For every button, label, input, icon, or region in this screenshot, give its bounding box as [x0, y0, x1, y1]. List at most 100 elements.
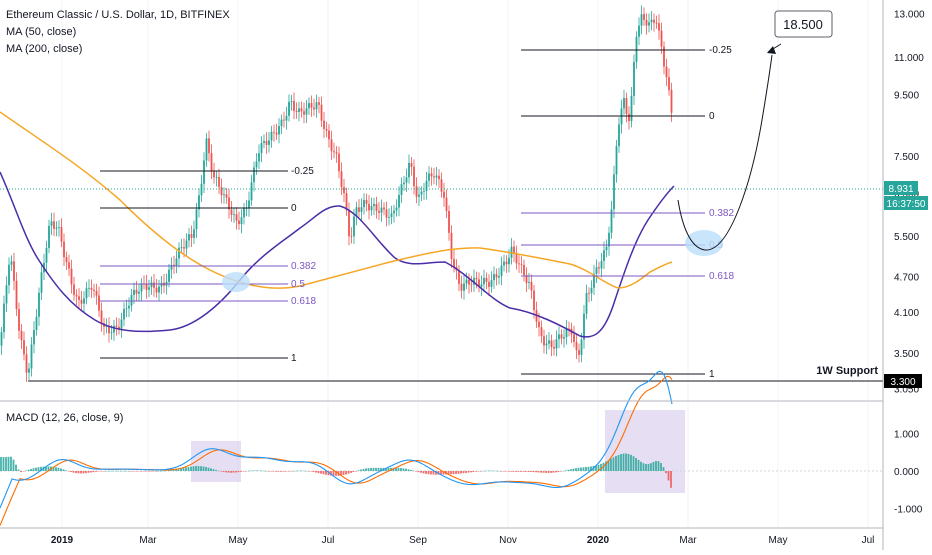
candle-body: [375, 204, 378, 211]
macd-histogram-bar: [525, 471, 527, 472]
macd-histogram-bar: [295, 470, 297, 472]
candle-body: [288, 101, 290, 116]
candle-body: [340, 171, 343, 188]
candle-body: [18, 309, 20, 331]
candle-body: [490, 280, 493, 287]
candle-body: [530, 281, 533, 291]
candle-body: [320, 104, 323, 121]
macd-histogram-bar: [505, 471, 507, 472]
ma50-line: [0, 171, 675, 338]
macd-histogram-bar: [132, 471, 135, 472]
candle-body: [210, 153, 213, 171]
candle-body: [123, 308, 125, 320]
macd-histogram-bar: [375, 467, 377, 471]
candle-body: [25, 354, 28, 373]
macd-histogram-bar: [555, 471, 557, 473]
macd-histogram-bar: [575, 468, 577, 471]
support-badge: [884, 374, 922, 388]
candle-body: [395, 207, 398, 211]
macd-histogram-bar: [355, 471, 357, 472]
macd-histogram-bar: [492, 470, 495, 472]
macd-histogram-bar: [195, 466, 197, 471]
macd-histogram-bar: [52, 466, 55, 471]
fib-right-label-2: 0.382: [709, 208, 734, 219]
macd-histogram-bar: [22, 471, 25, 472]
candle-body: [605, 246, 608, 251]
candle-body: [50, 221, 53, 226]
macd-histogram-bar: [417, 471, 420, 473]
ma200-line: [0, 111, 673, 289]
macd-histogram-bar: [342, 471, 345, 476]
macd-histogram-bar: [540, 471, 542, 473]
candle-body: [250, 182, 253, 201]
macd-histogram-bar: [87, 471, 90, 473]
candle-body: [270, 131, 273, 141]
macd-histogram-bar: [457, 471, 460, 474]
candle-body: [493, 274, 495, 281]
macd-histogram-bar: [105, 470, 107, 472]
candle-body: [538, 321, 540, 328]
target-callout-pointer: [767, 43, 782, 53]
candle-body: [615, 146, 618, 175]
candle-body: [645, 19, 648, 26]
candle-body: [98, 295, 100, 311]
macd-histogram-bar: [142, 471, 145, 472]
fib-right-label-4: 0.618: [709, 271, 734, 282]
candle-body: [438, 175, 440, 180]
macd-histogram-bar: [95, 471, 97, 472]
macd-histogram-bar: [367, 468, 370, 471]
candle-body: [173, 264, 175, 266]
macd-highlight-box-1: [191, 441, 241, 482]
macd-histogram-bar: [495, 470, 497, 472]
macd-histogram-bar: [55, 467, 57, 471]
candle-body: [108, 326, 110, 334]
candle-body: [133, 289, 135, 295]
macd-histogram-bar: [630, 454, 632, 471]
candle-body: [658, 23, 660, 31]
candle-body: [643, 14, 645, 20]
macd-histogram-bar: [377, 467, 380, 471]
candle-body: [48, 225, 50, 248]
macd-histogram-bar: [647, 463, 650, 471]
macd-histogram-bar: [332, 471, 335, 476]
candle-body: [243, 208, 245, 218]
candle-body: [185, 240, 188, 249]
macd-histogram-bar: [640, 461, 642, 471]
candle-body: [625, 98, 628, 114]
macd-histogram-bar: [27, 469, 30, 471]
candle-body: [475, 277, 478, 280]
last-price-value: 8.931: [888, 184, 913, 195]
candle-body: [193, 229, 195, 238]
candle-body: [130, 294, 133, 306]
macd-histogram-bar: [615, 456, 617, 471]
candle-body: [23, 340, 25, 355]
macd-histogram-bar: [187, 467, 190, 471]
candle-body: [385, 209, 388, 218]
macd-histogram-bar: [535, 471, 537, 473]
x-tick-label-5: Nov: [499, 535, 517, 546]
candle-body: [333, 151, 335, 153]
candle-body: [518, 263, 520, 265]
candle-body: [648, 22, 650, 26]
macd-histogram-bar: [452, 471, 455, 475]
candle-body: [443, 191, 445, 198]
macd-histogram-bar: [67, 471, 70, 472]
macd-histogram-bar: [622, 453, 625, 471]
candle-body: [618, 124, 620, 147]
macd-histogram-bar: [665, 471, 667, 474]
macd-y-tick-label-0: 1.000: [894, 430, 919, 441]
candle-body: [325, 128, 328, 131]
candle-body: [573, 334, 575, 342]
macd-histogram-bar: [435, 471, 437, 475]
macd-histogram-bar: [625, 453, 627, 471]
macd-histogram-bar: [580, 467, 582, 471]
candle-body: [553, 347, 555, 349]
candle-body: [35, 316, 38, 330]
x-tick-label-4: Sep: [409, 535, 427, 546]
macd-histogram-bar: [365, 468, 367, 471]
candle-body: [593, 273, 595, 288]
candle-body: [215, 177, 218, 178]
macd-histogram-bar: [20, 471, 22, 473]
macd-histogram-bar: [312, 471, 315, 472]
